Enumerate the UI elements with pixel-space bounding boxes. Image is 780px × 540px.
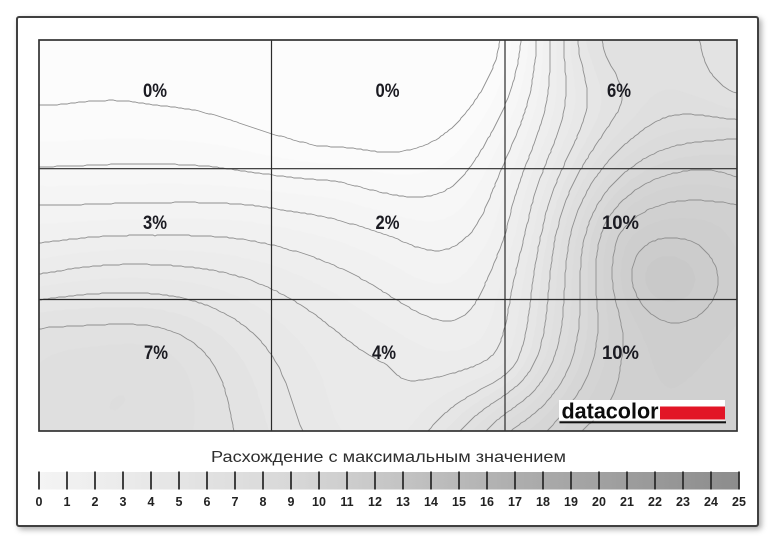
svg-text:6: 6 (204, 495, 211, 509)
svg-text:5: 5 (176, 495, 183, 509)
svg-text:0: 0 (36, 495, 43, 509)
svg-text:25: 25 (732, 495, 746, 509)
svg-text:22: 22 (648, 495, 662, 509)
svg-text:11: 11 (340, 495, 353, 509)
svg-text:21: 21 (620, 495, 634, 509)
svg-text:7: 7 (232, 495, 239, 509)
svg-text:Расхождение с максимальным зна: Расхождение с максимальным значением (211, 449, 566, 466)
svg-text:3%: 3% (143, 213, 167, 234)
svg-text:20: 20 (592, 495, 606, 509)
svg-text:10%: 10% (602, 213, 639, 234)
svg-text:6%: 6% (607, 81, 631, 102)
svg-text:18: 18 (536, 495, 550, 509)
svg-text:13: 13 (396, 495, 410, 509)
svg-text:23: 23 (676, 495, 690, 509)
svg-text:14: 14 (424, 495, 438, 509)
svg-text:4: 4 (148, 495, 155, 509)
svg-text:10%: 10% (602, 343, 639, 364)
svg-text:15: 15 (452, 495, 466, 509)
svg-text:16: 16 (480, 495, 494, 509)
svg-text:12: 12 (368, 495, 382, 509)
svg-text:0%: 0% (376, 81, 400, 102)
svg-text:9: 9 (288, 495, 295, 509)
svg-text:1: 1 (64, 495, 71, 509)
svg-text:17: 17 (508, 495, 522, 509)
svg-text:0%: 0% (143, 81, 167, 102)
svg-text:4%: 4% (372, 343, 396, 364)
svg-text:10: 10 (312, 495, 326, 509)
svg-text:19: 19 (564, 495, 578, 509)
svg-text:3: 3 (120, 495, 127, 509)
svg-text:2%: 2% (376, 213, 400, 234)
svg-text:datacolor: datacolor (562, 399, 659, 424)
svg-text:8: 8 (260, 495, 267, 509)
svg-text:7%: 7% (144, 343, 168, 364)
svg-text:2: 2 (92, 495, 99, 509)
svg-text:24: 24 (704, 495, 718, 509)
